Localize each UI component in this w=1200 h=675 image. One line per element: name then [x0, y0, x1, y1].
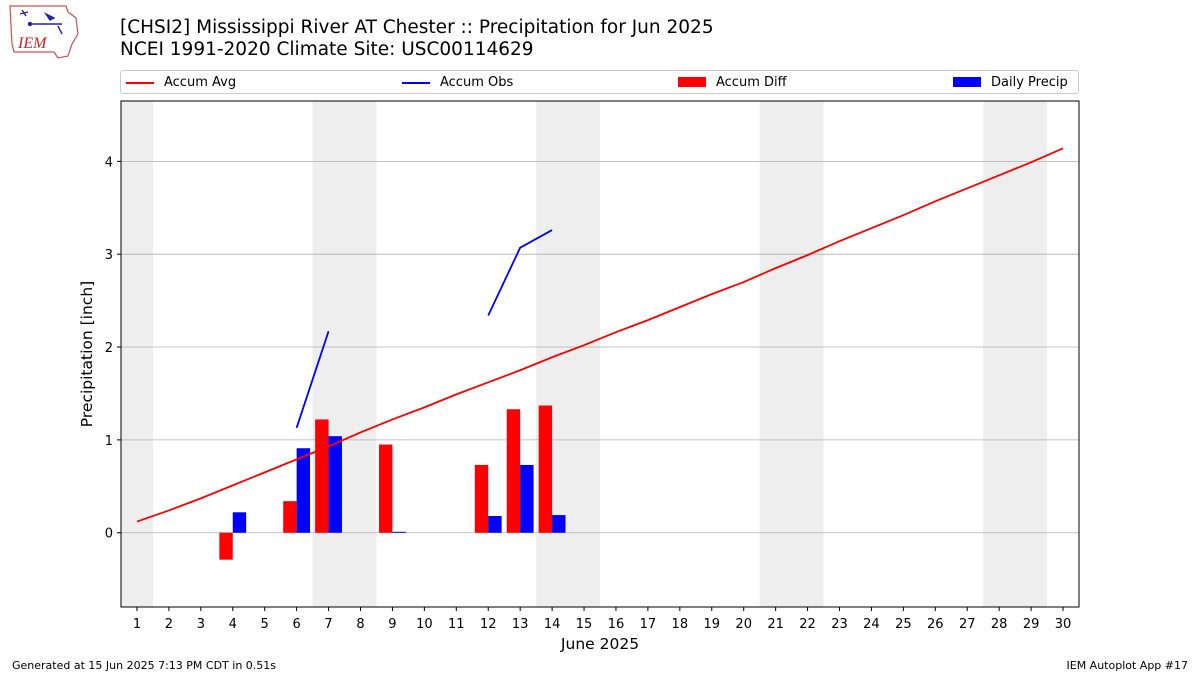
- logo-text: IEM: [17, 35, 48, 52]
- chart-subtitle: NCEI 1991-2020 Climate Site: USC00114629: [120, 39, 534, 60]
- bar-accum-diff-day-14: [538, 405, 553, 533]
- bar-accum-diff-day-6: [283, 501, 297, 533]
- legend-label-accum-avg: Accum Avg: [164, 75, 237, 90]
- x-tick-label-15: 15: [576, 617, 593, 632]
- line-accum-obs-segment-1: [487, 229, 553, 316]
- bar-daily-precip-day-7: [328, 436, 342, 533]
- x-tick-label-22: 22: [799, 617, 816, 632]
- y-tick-label-1: 1: [105, 434, 113, 449]
- legend-label-accum-obs: Accum Obs: [440, 75, 514, 90]
- x-tick-label-17: 17: [640, 617, 657, 632]
- x-tick-label-16: 16: [608, 617, 625, 632]
- x-tick-label-26: 26: [927, 617, 944, 632]
- bar-daily-precip-day-14: [552, 515, 566, 533]
- legend-swatch-accum-diff: [678, 77, 706, 87]
- y-tick-label-0: 0: [105, 527, 113, 542]
- x-tick-label-18: 18: [672, 617, 689, 632]
- x-tick-label-2: 2: [165, 617, 173, 632]
- bar-daily-precip-day-12: [488, 516, 502, 533]
- iem-logo: IEM: [9, 5, 79, 59]
- x-tick-label-1: 1: [133, 617, 141, 632]
- weekend-shade-0: [121, 101, 153, 607]
- x-tick-label-10: 10: [416, 617, 433, 632]
- legend-swatch-accum-avg: [126, 82, 154, 84]
- x-tick-label-3: 3: [197, 617, 205, 632]
- x-tick-label-11: 11: [448, 617, 465, 632]
- bar-daily-precip-day-13: [520, 464, 534, 533]
- chart-title: [CHSI2] Mississippi River AT Chester :: …: [120, 17, 714, 38]
- x-tick-label-8: 8: [356, 617, 364, 632]
- plot-frame: [120, 100, 1080, 608]
- x-tick-label-9: 9: [388, 617, 396, 632]
- bar-accum-diff-day-4: [219, 532, 233, 560]
- x-tick-label-29: 29: [1023, 617, 1040, 632]
- generated-timestamp: Generated at 15 Jun 2025 7:13 PM CDT in …: [12, 659, 277, 672]
- x-tick-label-19: 19: [703, 617, 720, 632]
- x-tick-label-23: 23: [831, 617, 848, 632]
- x-tick-label-27: 27: [959, 617, 976, 632]
- weekend-shade-4: [983, 101, 1048, 607]
- x-tick-label-20: 20: [735, 617, 752, 632]
- bar-daily-precip-day-9: [392, 531, 406, 533]
- y-tick-label-4: 4: [105, 155, 113, 170]
- x-tick-label-6: 6: [292, 617, 300, 632]
- bar-accum-diff-day-7: [315, 419, 329, 533]
- x-tick-label-12: 12: [480, 617, 497, 632]
- y-tick-label-3: 3: [105, 248, 113, 263]
- bar-accum-diff-day-12: [474, 464, 489, 533]
- x-tick-label-5: 5: [261, 617, 269, 632]
- weekend-shade-3: [759, 101, 824, 607]
- x-tick-label-24: 24: [863, 617, 880, 632]
- legend-label-daily-precip: Daily Precip: [991, 75, 1068, 90]
- x-tick-label-14: 14: [544, 617, 561, 632]
- x-tick-label-4: 4: [229, 617, 237, 632]
- line-accum-avg: [136, 147, 1064, 523]
- x-tick-label-13: 13: [512, 617, 529, 632]
- x-tick-label-7: 7: [324, 617, 332, 632]
- x-tick-label-25: 25: [895, 617, 912, 632]
- y-tick-label-2: 2: [105, 341, 113, 356]
- legend-label-accum-diff: Accum Diff: [716, 75, 787, 90]
- bar-accum-diff-day-13: [506, 409, 521, 533]
- x-tick-label-28: 28: [991, 617, 1008, 632]
- legend-swatch-accum-obs: [402, 82, 430, 84]
- line-accum-obs-segment-0: [295, 330, 330, 429]
- legend-swatch-daily-precip: [953, 77, 981, 87]
- x-tick-label-21: 21: [767, 617, 784, 632]
- chart-legend: Accum Avg Accum Obs Accum Diff Daily Pre…: [120, 70, 1079, 94]
- x-axis-label: June 2025: [560, 635, 639, 653]
- bar-accum-diff-day-9: [379, 444, 393, 533]
- x-tick-label-30: 30: [1055, 617, 1072, 632]
- app-label: IEM Autoplot App #17: [1066, 659, 1189, 672]
- bar-daily-precip-day-4: [232, 512, 247, 533]
- y-axis-label: Precipitation [inch]: [78, 281, 96, 427]
- bar-daily-precip-day-6: [296, 448, 311, 533]
